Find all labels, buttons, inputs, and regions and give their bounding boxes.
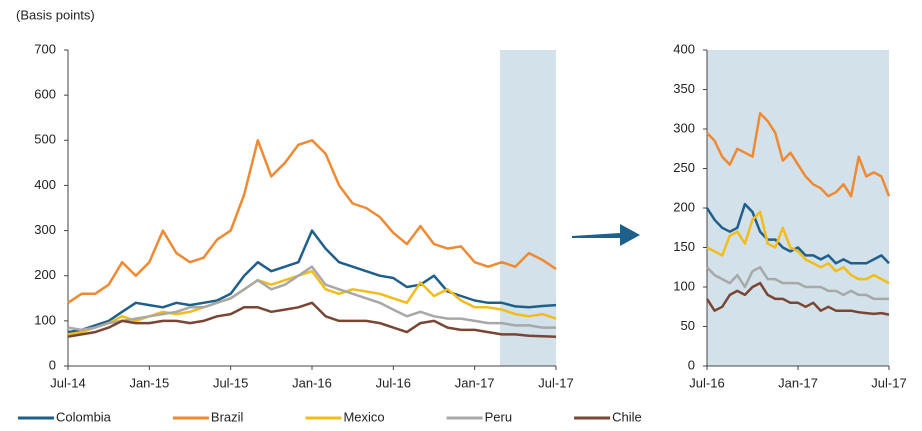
y-tick-label: 200 (673, 199, 695, 214)
x-tick-label: Jul-14 (50, 375, 85, 390)
y-axis-label: (Basis points) (16, 7, 95, 22)
series-line (67, 229, 557, 334)
highlight-region (500, 50, 556, 366)
y-tick-label: 600 (34, 87, 56, 102)
y-tick-label: 150 (673, 239, 695, 254)
series-line (67, 139, 557, 304)
y-tick-label: 350 (673, 81, 695, 96)
series-line (706, 210, 890, 285)
x-tick-label: Jul-16 (376, 375, 411, 390)
series-line (706, 111, 891, 198)
series-line (67, 265, 556, 332)
y-tick-label: 0 (688, 357, 695, 372)
legend-label: Chile (612, 409, 642, 424)
series-line (705, 281, 890, 316)
y-tick-label: 300 (34, 222, 56, 237)
y-tick-label: 400 (673, 41, 695, 56)
x-tick-label: Jul-15 (213, 375, 248, 390)
series-line (67, 301, 557, 338)
x-tick-label: Jan-15 (129, 375, 169, 390)
y-tick-label: 100 (34, 312, 56, 327)
series-line (705, 202, 890, 265)
series-line (706, 266, 889, 301)
y-tick-label: 200 (34, 267, 56, 282)
legend-label: Mexico (343, 409, 384, 424)
highlight-region (707, 50, 889, 366)
y-tick-label: 250 (673, 160, 695, 175)
y-tick-label: 700 (34, 41, 56, 56)
y-tick-label: 50 (681, 318, 695, 333)
y-tick-label: 0 (49, 357, 56, 372)
x-tick-label: Jan-16 (292, 375, 332, 390)
x-tick-label: Jan-17 (778, 375, 818, 390)
y-tick-label: 500 (34, 132, 56, 147)
x-tick-label: Jul-17 (538, 375, 573, 390)
y-tick-label: 100 (673, 278, 695, 293)
legend-label: Colombia (56, 409, 112, 424)
y-tick-label: 300 (673, 120, 695, 135)
x-tick-label: Jul-16 (689, 375, 724, 390)
y-tick-label: 400 (34, 177, 56, 192)
x-tick-label: Jan-17 (455, 375, 495, 390)
legend-label: Brazil (211, 409, 244, 424)
x-tick-label: Jul-17 (871, 375, 906, 390)
legend-label: Peru (485, 409, 512, 424)
arrow (572, 224, 640, 246)
